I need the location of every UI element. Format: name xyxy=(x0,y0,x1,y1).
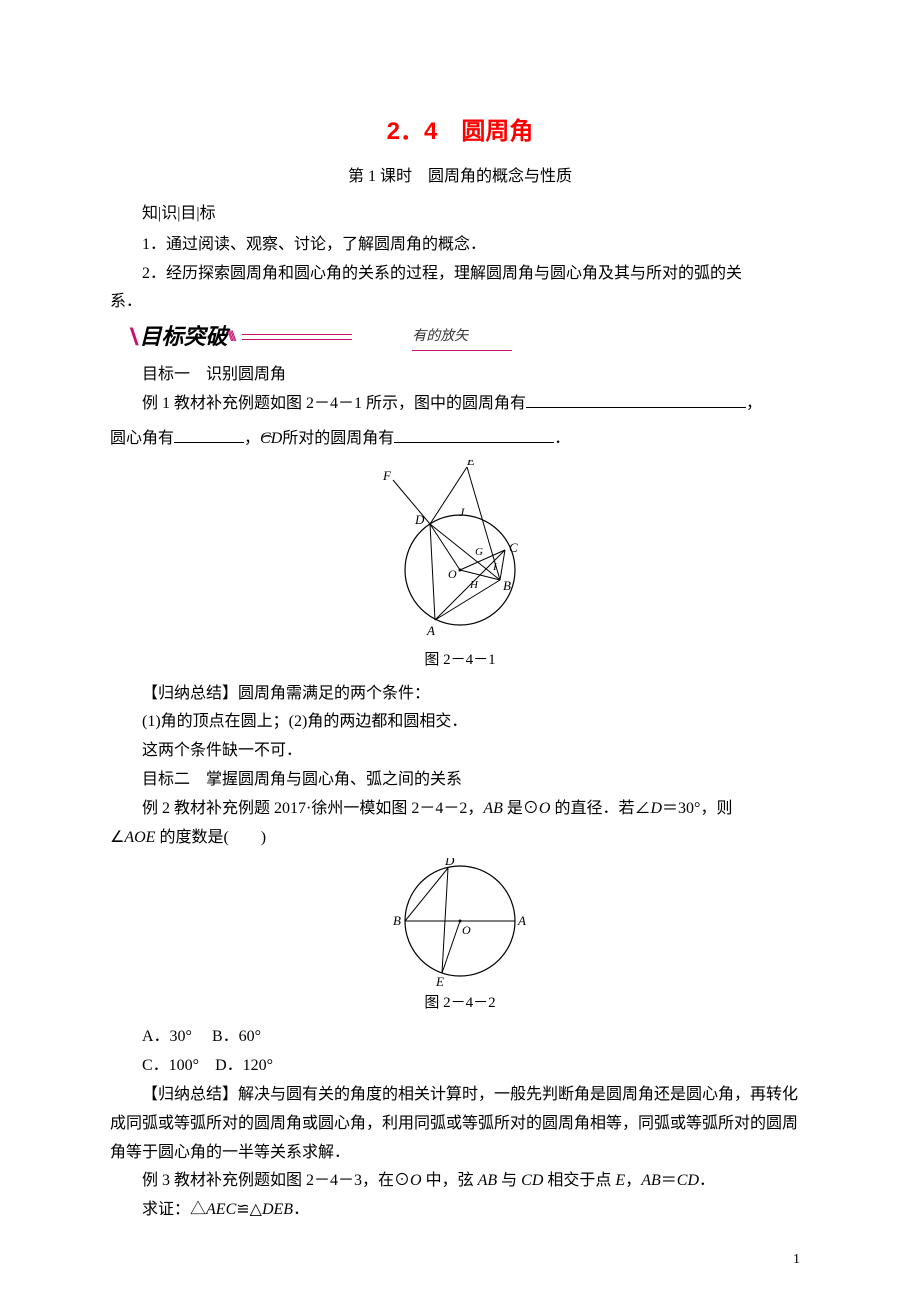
fill-blank-1 xyxy=(526,392,746,408)
fig1-label-j: J xyxy=(459,505,465,519)
ex3-v-cd2: CD xyxy=(677,1172,699,1189)
example1-line1: 例 1 教材补充例题如图 2－4－1 所示，图中的圆周角有 ， xyxy=(110,390,810,419)
fig1-line-od xyxy=(430,524,460,570)
fig1-label-a: A xyxy=(426,623,435,638)
fig1-label-c: C xyxy=(509,540,518,555)
ex2-l2a: ∠ xyxy=(110,829,124,846)
goal2-heading: 目标二 掌握圆周角与圆心角、弧之间的关系 xyxy=(110,766,810,795)
ex3-l2c: ≌△ xyxy=(236,1201,262,1218)
knowledge-goal-label: 知|识|目|标 xyxy=(110,200,810,229)
fig2-caption: 图 2－4－2 xyxy=(110,990,810,1017)
banner-chevron-icon: \\ xyxy=(130,314,132,361)
fig2-label-d: D xyxy=(444,858,455,868)
page-number: 1 xyxy=(793,1247,800,1272)
ex1-comma: ， xyxy=(746,395,762,412)
ex3-t6: ＝ xyxy=(661,1172,677,1189)
fill-blank-3 xyxy=(394,427,554,443)
goal-banner: \\ 目标突破 \\\\ 有的放矢 xyxy=(130,323,810,351)
ex1-l2-prefix: 圆心角有 xyxy=(110,430,174,447)
arc-cd: CD xyxy=(260,430,282,447)
ex2-t1: 例 2 教材补充例题 2017·徐州一模如图 2－4－2， xyxy=(142,800,483,817)
ex2-t3: 的直径．若∠ xyxy=(550,800,650,817)
ex2-var-o: O xyxy=(539,800,551,817)
fig2-label-a: A xyxy=(517,913,526,928)
figure-2: D B O A E 图 2－4－2 xyxy=(110,858,810,1017)
summary2-text: 【归纳总结】解决与圆有关的角度的相关计算时，一般先判断角是圆周角还是圆心角，再转… xyxy=(110,1081,810,1167)
ex1-prefix: 例 1 教材补充例题如图 2－4－1 所示，图中的圆周角有 xyxy=(142,395,526,412)
example2-line2: ∠AOE 的度数是( ) xyxy=(110,824,810,853)
choices-line2: C．100° D．120° xyxy=(110,1052,810,1081)
ex2-var-aoe: AOE xyxy=(124,829,155,846)
ex3-v-o: O xyxy=(410,1172,422,1189)
summary1-item1: (1)角的顶点在圆上；(2)角的两边都和圆相交． xyxy=(110,708,810,737)
ex2-t4: ＝30°，则 xyxy=(662,800,732,817)
fig1-label-o: O xyxy=(448,567,457,581)
ex1-l2-mid: ， xyxy=(244,430,260,447)
ex1-period: ． xyxy=(554,430,570,447)
ex3-v-ab2: AB xyxy=(641,1172,661,1189)
banner-text: 目标突破 xyxy=(139,317,227,357)
summary1-item2: 这两个条件缺一不可． xyxy=(110,737,810,766)
ex3-v-e: E xyxy=(615,1172,625,1189)
example3-line1: 例 3 教材补充例题如图 2－4－3，在⊙O 中，弦 AB 与 CD 相交于点 … xyxy=(110,1167,810,1196)
fig1-label-d: D xyxy=(414,512,425,527)
figure-1: E F D J C G O I H B A 图 2－4－1 xyxy=(110,460,810,674)
banner-right-label: 有的放矢 xyxy=(412,324,512,351)
example1-line2: 圆心角有 ，CD所对的圆周角有 ． xyxy=(110,425,810,454)
example3-line2: 求证：△AEC≌△DEB． xyxy=(110,1196,810,1225)
ex2-t2: 是⊙ xyxy=(503,800,539,817)
banner-line xyxy=(242,334,352,340)
example2-line1: 例 2 教材补充例题 2017·徐州一模如图 2－4－2，AB 是⊙O 的直径．… xyxy=(110,795,810,824)
ex1-l2-suffix: 所对的圆周角有 xyxy=(282,430,394,447)
ex3-t5: ， xyxy=(625,1172,641,1189)
ex2-l2c: 的度数是( ) xyxy=(155,829,266,846)
ex3-t7: ． xyxy=(699,1172,715,1189)
knowledge-item-1: 1．通过阅读、观察、讨论，了解圆周角的概念． xyxy=(110,231,810,260)
ex3-v-deb: DEB xyxy=(262,1201,293,1218)
ex3-t3: 与 xyxy=(497,1172,521,1189)
fig1-label-f: F xyxy=(382,468,392,483)
ex3-l2e: ． xyxy=(293,1201,309,1218)
fig1-label-b: B xyxy=(503,578,511,593)
banner-chevron-small-icon: \\\\ xyxy=(227,323,233,352)
fig1-label-h: H xyxy=(469,579,479,591)
ex3-v-aec: AEC xyxy=(206,1201,236,1218)
ex3-t2: 中，弦 xyxy=(422,1172,478,1189)
goal1-heading: 目标一 识别圆周角 xyxy=(110,361,810,390)
fig2-label-o: O xyxy=(462,923,471,937)
fig1-line-ad xyxy=(430,524,435,620)
ex3-v-ab: AB xyxy=(478,1172,498,1189)
fig1-line-df xyxy=(393,480,430,524)
fill-blank-2 xyxy=(174,427,244,443)
page-title: 2．4 圆周角 xyxy=(110,110,810,153)
fig2-label-b: B xyxy=(393,913,401,928)
ex3-t4: 相交于点 xyxy=(543,1172,615,1189)
choices-line1: A．30° B．60° xyxy=(110,1023,810,1052)
fig1-caption: 图 2－4－1 xyxy=(110,647,810,674)
fig1-line-ab xyxy=(435,580,500,620)
ex2-var-ab: AB xyxy=(483,800,503,817)
subtitle: 第 1 课时 圆周角的概念与性质 xyxy=(110,163,810,192)
fig2-label-e: E xyxy=(435,974,444,988)
ex2-var-d: D xyxy=(650,800,662,817)
fig1-label-g: G xyxy=(475,546,483,558)
ex3-t1: 例 3 教材补充例题如图 2－4－3，在⊙ xyxy=(142,1172,410,1189)
ex3-l2a: 求证：△ xyxy=(142,1201,206,1218)
ex3-v-cd: CD xyxy=(521,1172,543,1189)
summary1-heading: 【归纳总结】圆周角需满足的两个条件： xyxy=(110,680,810,709)
fig1-center-dot xyxy=(459,568,462,571)
fig1-label-e: E xyxy=(466,460,475,468)
knowledge-item-2: 2．经历探索圆周角和圆心角的关系的过程，理解圆周角与圆心角及其与所对的弧的关系． xyxy=(110,260,810,318)
